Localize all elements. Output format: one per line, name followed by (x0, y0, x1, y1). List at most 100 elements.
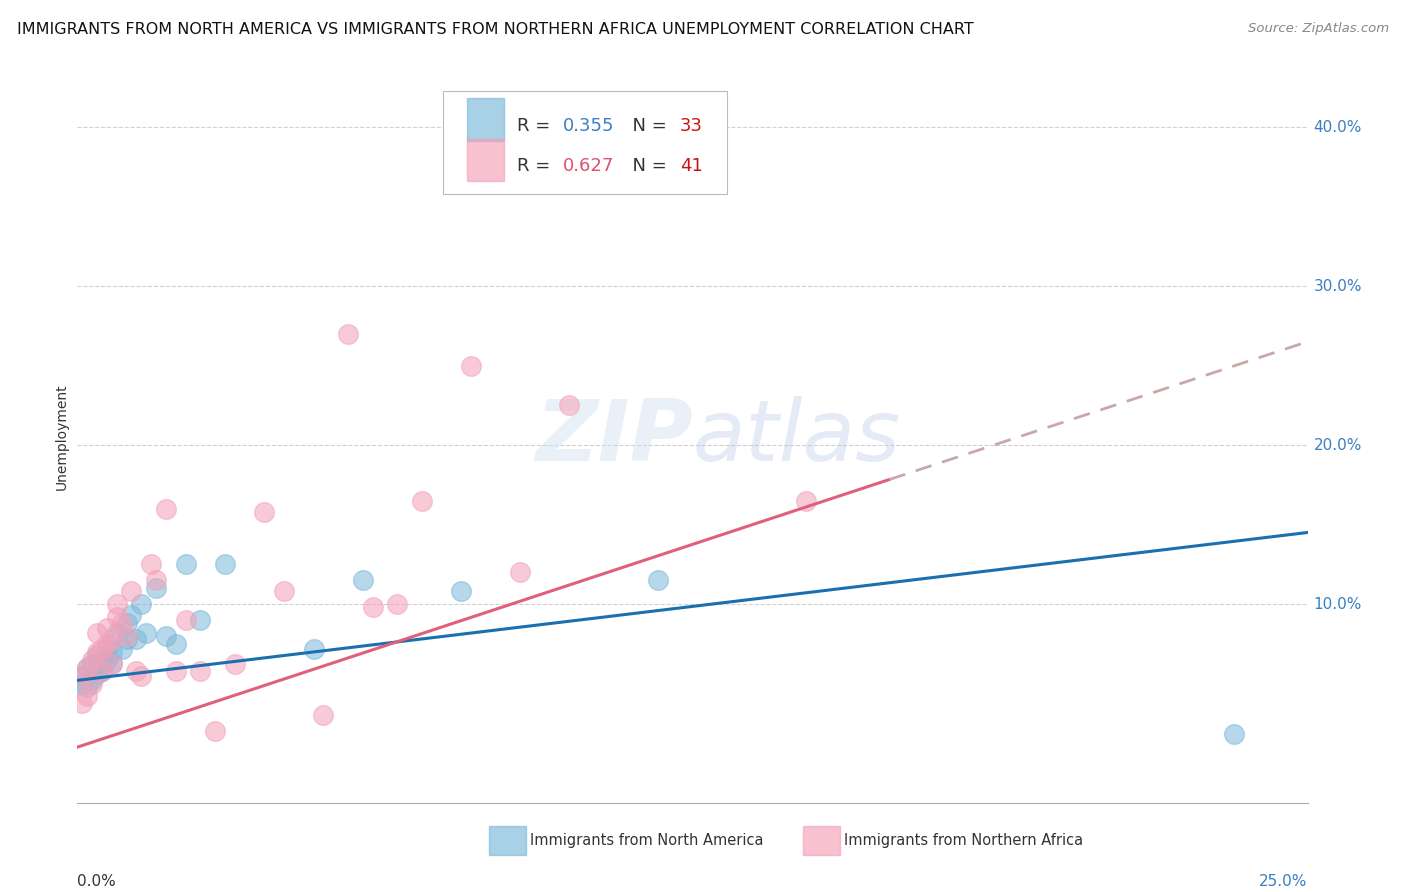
Point (224, 657, 246, 672)
Point (125, 664, 148, 678)
Point (174, 613, 197, 627)
Point (165, 637, 187, 651)
Point (86, 625, 108, 640)
Point (115, 632, 138, 646)
Point (86, 648, 108, 662)
Y-axis label: Unemployment: Unemployment (55, 384, 69, 491)
FancyBboxPatch shape (443, 91, 727, 194)
Point (96, 637, 118, 651)
Point (82, 653, 104, 667)
Point (135, 625, 157, 640)
Point (794, 493, 817, 508)
Point (145, 573, 167, 587)
Point (188, 664, 212, 678)
Point (411, 493, 433, 508)
Point (558, 398, 581, 412)
Point (155, 501, 177, 516)
Text: 10.0%: 10.0% (1313, 597, 1362, 612)
Point (204, 724, 226, 739)
Text: 40.0%: 40.0% (1313, 120, 1362, 135)
Point (82, 676, 104, 690)
Point (141, 558, 163, 572)
Point (312, 708, 335, 723)
Text: 33: 33 (681, 117, 703, 136)
Point (214, 558, 236, 572)
Point (174, 558, 197, 572)
Point (70, 668, 93, 682)
Point (105, 609, 128, 624)
Point (647, 573, 669, 587)
Point (273, 584, 295, 599)
Bar (467, 138, 505, 181)
Point (90, 656, 114, 670)
Point (337, 326, 360, 341)
Text: Immigrants from North America: Immigrants from North America (530, 833, 763, 848)
Point (253, 505, 276, 519)
Point (76, 660, 98, 674)
Point (129, 668, 153, 682)
Point (90, 664, 114, 678)
Point (76, 680, 98, 694)
Point (105, 597, 128, 611)
Point (76, 690, 98, 704)
Point (96, 653, 118, 667)
Point (115, 616, 138, 631)
Text: IMMIGRANTS FROM NORTH AMERICA VS IMMIGRANTS FROM NORTHERN AFRICA UNEMPLOYMENT CO: IMMIGRANTS FROM NORTH AMERICA VS IMMIGRA… (17, 22, 973, 37)
Point (70, 696, 93, 710)
Text: 20.0%: 20.0% (1313, 438, 1362, 452)
Text: N =: N = (621, 156, 672, 175)
Point (155, 629, 177, 643)
Bar (467, 98, 505, 141)
Point (1223, 727, 1246, 741)
Point (111, 616, 132, 631)
Text: Source: ZipAtlas.com: Source: ZipAtlas.com (1249, 22, 1389, 36)
Text: 25.0%: 25.0% (1260, 874, 1308, 889)
Point (361, 600, 384, 615)
Point (657, 120, 679, 134)
Point (96, 621, 118, 635)
Point (129, 597, 153, 611)
Point (86, 645, 108, 659)
Point (165, 664, 187, 678)
Text: N =: N = (621, 117, 672, 136)
Point (70, 668, 93, 682)
Point (86, 667, 108, 681)
Text: 0.355: 0.355 (564, 117, 614, 136)
Point (385, 597, 409, 611)
Point (188, 613, 212, 627)
Text: 30.0%: 30.0% (1313, 278, 1362, 293)
Text: Immigrants from Northern Africa: Immigrants from Northern Africa (844, 833, 1083, 848)
Point (111, 641, 132, 656)
Point (125, 632, 148, 646)
Point (82, 657, 104, 672)
Text: atlas: atlas (693, 395, 900, 479)
Point (115, 629, 138, 643)
Point (101, 632, 124, 646)
Text: 41: 41 (681, 156, 703, 175)
Point (460, 359, 482, 373)
Text: ZIP: ZIP (534, 395, 693, 479)
Point (96, 641, 118, 656)
Point (90, 664, 114, 678)
Point (90, 641, 114, 656)
Bar (489, 826, 526, 855)
Point (121, 584, 143, 599)
Text: R =: R = (516, 156, 555, 175)
Text: R =: R = (516, 117, 555, 136)
Point (302, 641, 325, 656)
Point (105, 625, 128, 640)
Point (101, 645, 124, 659)
Point (76, 660, 98, 674)
Text: 0.627: 0.627 (564, 156, 614, 175)
Point (352, 573, 374, 587)
Bar (803, 826, 841, 855)
Point (101, 657, 124, 672)
Point (450, 584, 472, 599)
Point (121, 608, 143, 623)
Point (82, 673, 104, 688)
Point (509, 566, 531, 580)
Text: 0.0%: 0.0% (77, 874, 117, 889)
Point (145, 581, 167, 595)
Point (101, 656, 124, 670)
Point (70, 676, 93, 690)
